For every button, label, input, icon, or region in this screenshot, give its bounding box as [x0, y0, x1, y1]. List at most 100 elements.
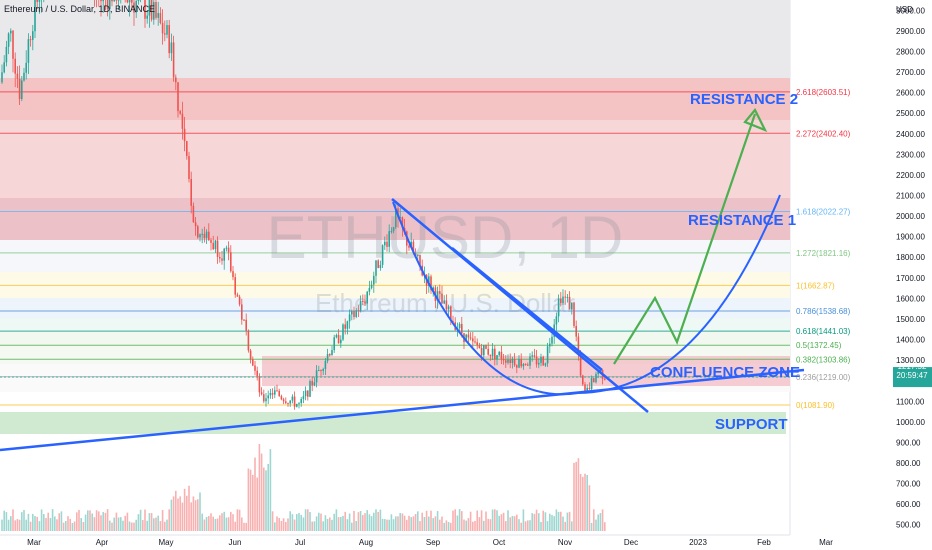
- candle-body-91: [201, 233, 203, 235]
- volume-bar-72: [159, 521, 162, 531]
- volume-bar-215: [474, 520, 476, 531]
- candle-body-179: [395, 208, 397, 228]
- candle-body-13: [29, 39, 32, 41]
- time-label-0: Mar: [27, 538, 41, 547]
- candle-body-158: [348, 314, 351, 322]
- volume-bar-106: [234, 521, 236, 531]
- symbol-header: Ethereum / U.S. Dollar, 1D, BINANCE: [4, 4, 155, 14]
- volume-bar-66: [146, 520, 148, 531]
- volume-bar-95: [210, 513, 212, 531]
- volume-bar-64: [142, 520, 144, 531]
- volume-bar-254: [560, 511, 562, 531]
- volume-bar-15: [34, 516, 36, 531]
- candle-body-181: [399, 217, 401, 219]
- volume-bar-44: [98, 511, 100, 531]
- volume-bar-265: [584, 473, 586, 531]
- volume-bar-155: [342, 515, 344, 531]
- candle-body-232: [511, 359, 514, 363]
- fib-label-6: 0.618(1441.03): [796, 327, 851, 336]
- price-axis-bg: [790, 0, 932, 550]
- volume-bar-219: [483, 520, 485, 531]
- candle-body-88: [194, 222, 197, 227]
- volume-bar-231: [509, 517, 511, 531]
- volume-bar-230: [507, 510, 509, 531]
- volume-bar-266: [586, 474, 588, 531]
- candle-body-170: [375, 260, 377, 276]
- candle-body-159: [351, 311, 353, 315]
- volume-bar-157: [346, 519, 349, 531]
- candle-body-172: [379, 264, 382, 269]
- volume-bar-104: [230, 511, 232, 531]
- candle-body-252: [555, 316, 558, 325]
- candle-body-87: [192, 205, 195, 223]
- volume-bar-128: [282, 518, 285, 531]
- volume-bar-112: [247, 468, 250, 531]
- candle-body-169: [373, 275, 375, 285]
- candle-body-230: [507, 359, 509, 363]
- candle-body-226: [498, 351, 500, 356]
- drawings: [0, 108, 805, 452]
- candle-body-67: [148, 0, 151, 16]
- candle-body-212: [467, 334, 470, 338]
- volume-bar-228: [502, 512, 505, 531]
- volume-bar-58: [128, 521, 131, 531]
- candle-body-69: [153, 2, 155, 20]
- candle-body-142: [313, 382, 316, 386]
- volume-bar-46: [102, 512, 104, 531]
- volume-bar-14: [32, 513, 34, 531]
- volume-bar-176: [388, 519, 390, 531]
- volume-bar-97: [214, 519, 217, 531]
- volume-bar-49: [109, 520, 111, 531]
- candle-body-200: [441, 293, 443, 304]
- fib-label-0: 2.618(2603.51): [796, 88, 851, 97]
- candle-body-238: [524, 364, 527, 366]
- volume-bar-274: [604, 522, 606, 531]
- volume-bar-227: [500, 514, 503, 531]
- volume-bar-129: [285, 522, 287, 531]
- volume-bar-198: [436, 511, 439, 531]
- volume-bar-220: [485, 511, 487, 531]
- volume-bar-71: [157, 515, 159, 531]
- volume-bar-0: [1, 519, 3, 531]
- volume-bar-178: [392, 519, 395, 531]
- candle-body-12: [27, 39, 30, 63]
- volume-bar-59: [131, 522, 133, 531]
- volume-bar-21: [47, 512, 49, 531]
- resistance-1-label: RESISTANCE 1: [688, 212, 796, 229]
- candle-body-161: [355, 310, 357, 317]
- candle-body-221: [487, 348, 489, 355]
- price-tick-1600: 1600.00: [896, 294, 925, 303]
- candle-body-138: [304, 390, 307, 397]
- volume-bar-146: [322, 521, 324, 531]
- candle-body-107: [236, 294, 239, 297]
- volume-bar-134: [296, 514, 298, 531]
- volume-bar-247: [544, 512, 547, 531]
- candle-body-150: [331, 350, 333, 356]
- candle-body-187: [412, 241, 415, 254]
- volume-bar-262: [577, 458, 580, 531]
- candle-body-57: [126, 0, 129, 3]
- price-tick-2900: 2900.00: [896, 27, 925, 36]
- volume-bar-96: [212, 516, 214, 531]
- volume-bar-22: [49, 517, 52, 531]
- candle-body-250: [551, 336, 553, 344]
- volume-bar-156: [344, 511, 346, 531]
- volume-bar-62: [137, 514, 140, 531]
- volume-bar-94: [208, 516, 210, 531]
- candle-body-136: [300, 398, 302, 404]
- candle-body-70: [155, 2, 157, 18]
- volume-bar-217: [478, 517, 481, 531]
- time-label-11: Feb: [757, 538, 771, 547]
- volume-bar-183: [403, 515, 406, 531]
- volume-bar-50: [111, 522, 113, 531]
- candle-body-253: [557, 298, 560, 317]
- volume-bar-205: [452, 510, 454, 531]
- volume-bar-84: [186, 495, 188, 531]
- candle-body-50: [111, 0, 113, 2]
- fib-label-3: 1.272(1821.16): [796, 249, 851, 258]
- candle-body-171: [377, 260, 379, 269]
- candle-body-196: [432, 287, 434, 291]
- time-label-6: Sep: [426, 538, 441, 547]
